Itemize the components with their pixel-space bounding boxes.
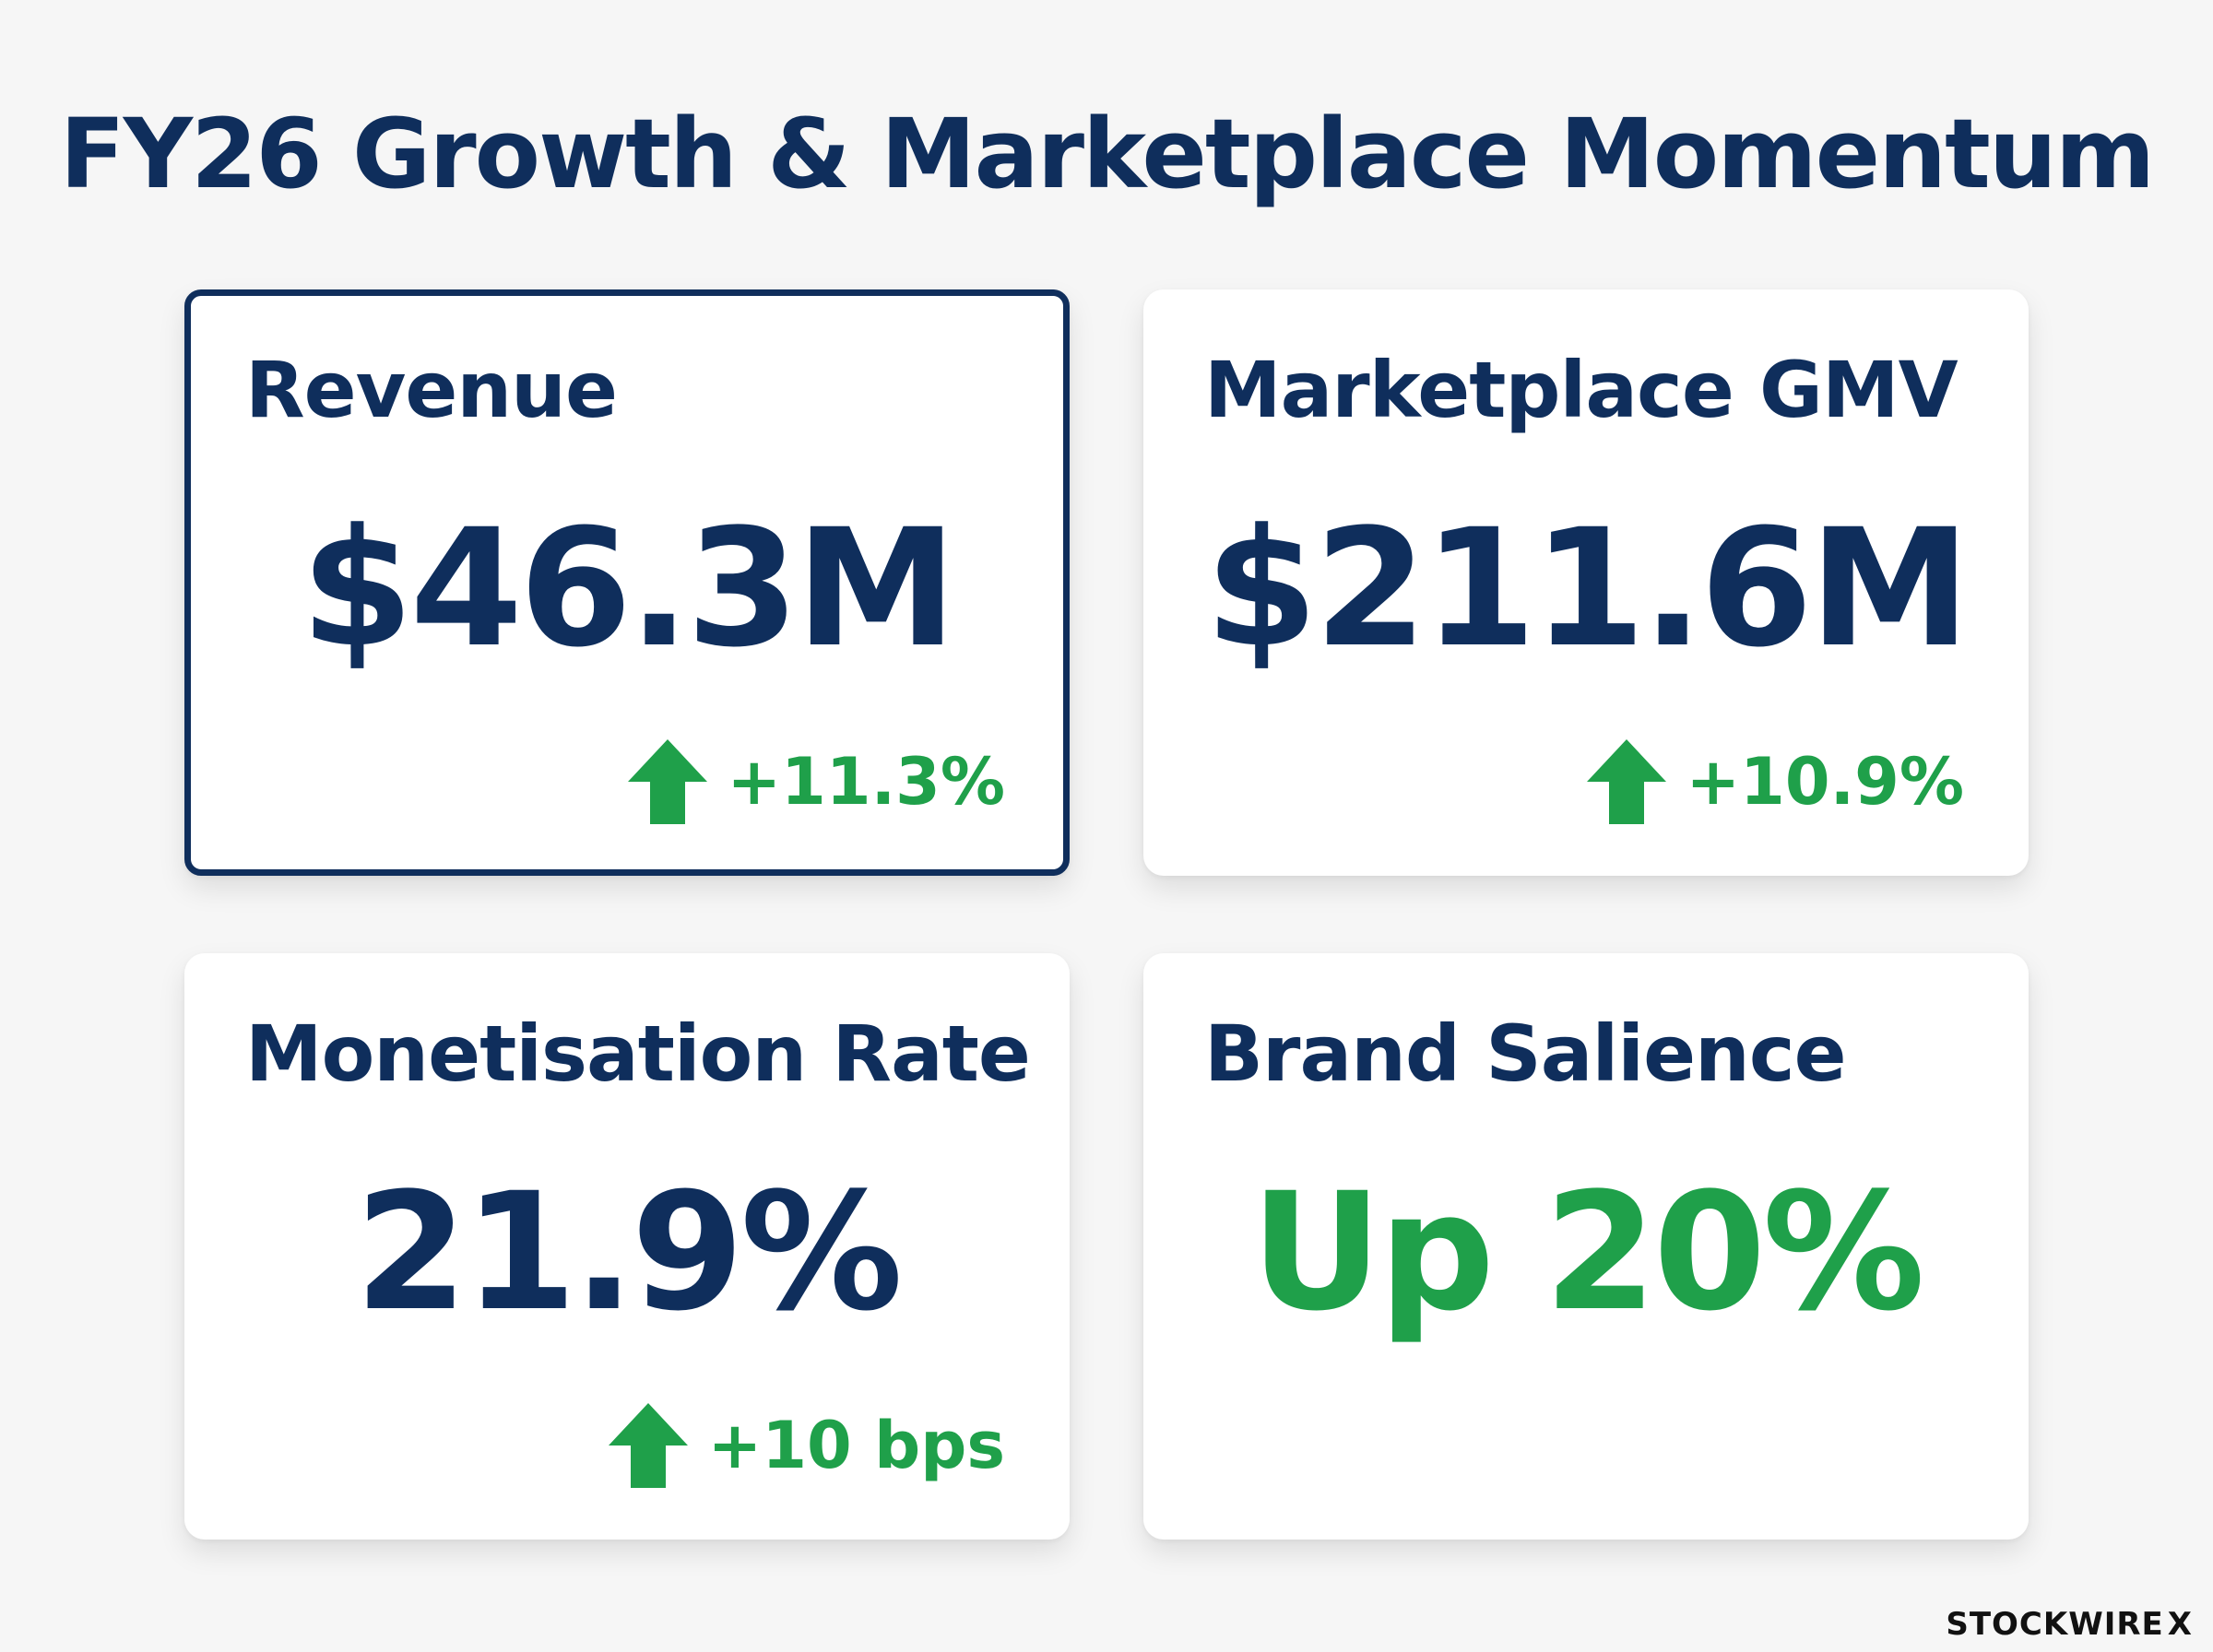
brand-logo: STOCKWIRE X <box>1946 1606 2193 1643</box>
arrow-up-icon <box>608 1403 688 1488</box>
brand-mark: X <box>2167 1606 2193 1643</box>
kpi-card-label: Monetisation Rate <box>245 1009 1031 1099</box>
kpi-delta-text: +10 bps <box>707 1408 1005 1483</box>
kpi-delta: +11.3% <box>627 739 1006 824</box>
kpi-card-label: Marketplace GMV <box>1204 345 1959 435</box>
kpi-card-value: $211.6M <box>1204 494 1970 683</box>
arrow-up-icon <box>1586 739 1666 824</box>
kpi-card-monetisation-rate[interactable]: Monetisation Rate 21.9% +10 bps <box>184 953 1070 1540</box>
kpi-card-value: $46.3M <box>301 494 957 683</box>
kpi-card-marketplace-gmv[interactable]: Marketplace GMV $211.6M +10.9% <box>1143 289 2029 876</box>
kpi-card-label: Revenue <box>245 345 618 435</box>
kpi-card-brand-salience[interactable]: Brand Salience Up 20% <box>1143 953 2029 1540</box>
kpi-card-value: 21.9% <box>354 1158 904 1347</box>
kpi-delta: +10 bps <box>608 1403 1005 1488</box>
kpi-card-label: Brand Salience <box>1204 1009 1847 1099</box>
kpi-delta: +10.9% <box>1586 739 1965 824</box>
kpi-card-value: Up 20% <box>1250 1158 1924 1347</box>
kpi-delta-text: +11.3% <box>727 744 1006 820</box>
page-title: FY26 Growth & Marketplace Momentum <box>59 98 2156 210</box>
arrow-up-icon <box>627 739 707 824</box>
kpi-card-revenue[interactable]: Revenue $46.3M +11.3% <box>184 289 1070 876</box>
brand-name: STOCKWIRE <box>1946 1606 2164 1643</box>
kpi-delta-text: +10.9% <box>1686 744 1965 820</box>
